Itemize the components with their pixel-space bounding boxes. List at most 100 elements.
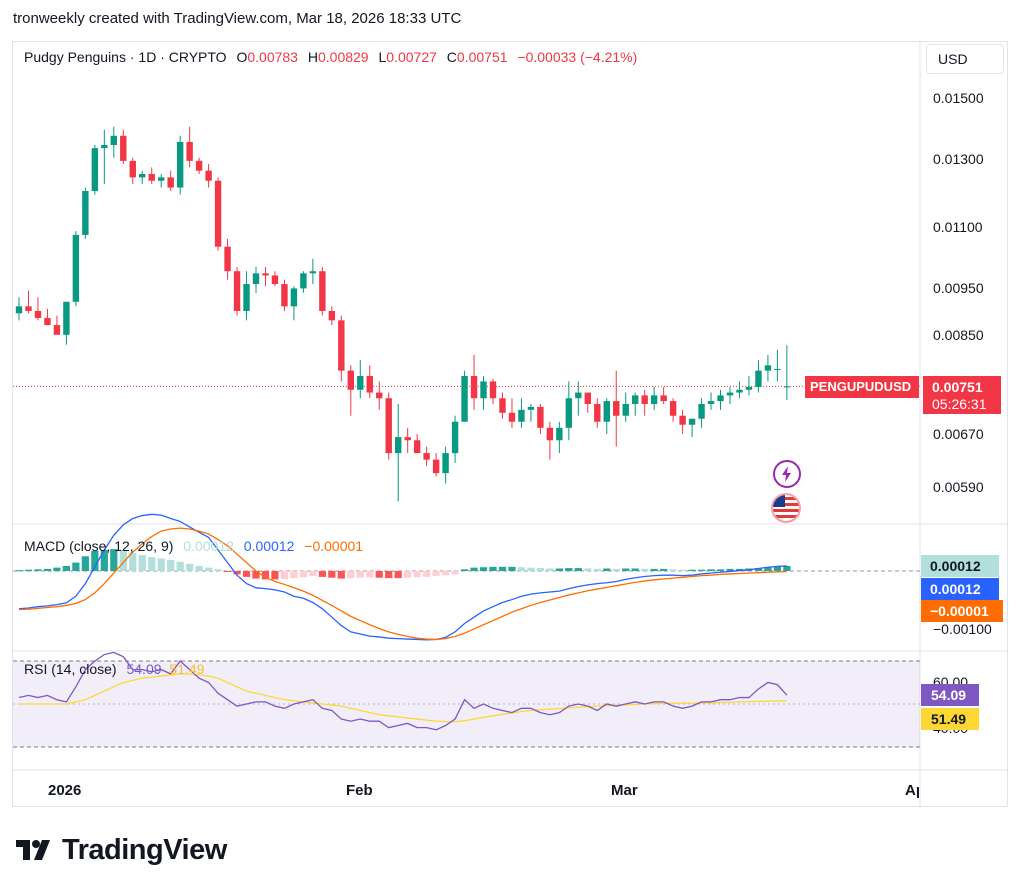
price-axis-label: 0.00850 (933, 327, 984, 343)
close-value: 0.00751 (456, 49, 508, 65)
us-flag-icon[interactable] (771, 493, 801, 523)
tradingview-logo[interactable]: TradingView (16, 832, 227, 868)
macd-histogram-bar (660, 568, 668, 571)
logo-text: TradingView (62, 833, 227, 866)
macd-histogram-bar (271, 571, 279, 580)
price-axis-label: 0.00670 (933, 426, 984, 442)
macd-histogram-bar (764, 567, 772, 571)
macd-axis-label: −0.00100 (933, 621, 992, 637)
macd-histogram-bar (546, 568, 554, 571)
price-tag-countdown: 05:26:31 (932, 396, 987, 412)
candle-body (679, 415, 686, 425)
candle-body (432, 459, 440, 474)
time-axis-label: 2026 (48, 782, 82, 799)
symbol-line: Pudgy Penguins · 1D · CRYPTO (24, 49, 227, 65)
macd-histogram-bar (385, 571, 393, 579)
candle-body (603, 401, 610, 422)
macd-histogram-bar (233, 571, 241, 575)
candle-body (413, 440, 421, 454)
candle-body (347, 370, 354, 390)
macd-histogram-bar (138, 555, 146, 571)
candle-body (518, 409, 525, 422)
rsi-line (18, 651, 788, 731)
macd-histogram-bar (413, 571, 421, 578)
currency-button[interactable]: USD (926, 44, 1004, 74)
lightning-icon[interactable] (773, 460, 801, 488)
close-key: C (446, 49, 457, 65)
macd-histogram-bar (536, 568, 544, 571)
macd-histogram-bar (697, 569, 706, 571)
macd-histogram-bar (593, 568, 601, 571)
candle-body (262, 273, 269, 276)
macd-histogram-bar (631, 568, 639, 571)
macd-title: MACD (close, 12, 26, 9) (24, 538, 174, 554)
candle-body (385, 398, 392, 454)
macd-histogram-bar (650, 568, 658, 571)
candle-body (186, 141, 193, 161)
candle-body (91, 148, 99, 192)
low-key: L (378, 49, 387, 65)
candle-body (281, 284, 288, 307)
candle-body (717, 395, 724, 402)
candle-body (783, 386, 791, 388)
rsi-ma-tag: 51.49 (921, 708, 979, 730)
candle-body (243, 284, 250, 311)
candle-body (632, 395, 639, 404)
candle-body (366, 375, 373, 393)
candle-body (328, 310, 336, 321)
candle-body (357, 375, 364, 390)
tradingview-logo-icon (16, 840, 50, 860)
macd-line-tag: 0.00012 (921, 578, 999, 600)
macd-histogram-bar (261, 571, 270, 580)
price-axis-label: 0.01500 (933, 90, 984, 106)
macd-histogram-bar (404, 571, 412, 578)
candle-body (527, 406, 535, 410)
macd-histogram-bar (508, 566, 516, 571)
candle-body (669, 401, 677, 416)
candle-body (546, 427, 554, 441)
candle-body (15, 306, 23, 314)
macd-histogram-bar (783, 565, 791, 571)
macd-histogram-bar (394, 571, 402, 579)
candle-body (736, 389, 743, 393)
candle-body (319, 271, 326, 311)
candle-body (195, 160, 203, 171)
macd-histogram-bar (110, 549, 118, 571)
macd-histogram-bar (72, 562, 80, 571)
candle-body (650, 395, 658, 404)
candle-body (745, 386, 753, 390)
candle-body (139, 174, 146, 178)
candle-body (594, 403, 601, 422)
macd-histogram-bar (517, 567, 526, 571)
macd-hist-value: 0.00012 (183, 538, 234, 554)
open-value: 0.00783 (247, 49, 298, 65)
candle-body (726, 392, 734, 396)
macd-histogram-bar (555, 568, 563, 571)
macd-histogram-bar (309, 571, 317, 577)
macd-histogram-bar (612, 568, 620, 571)
candle-body (214, 180, 222, 247)
macd-histogram-bar (195, 565, 203, 571)
open-key: O (236, 49, 248, 65)
candle-body (442, 453, 449, 474)
time-axis-label: Feb (346, 782, 373, 799)
candle-body (110, 135, 117, 146)
rsi-ma-line (19, 673, 787, 723)
candle-body (290, 288, 298, 307)
candle-body (309, 271, 317, 274)
macd-histogram-bar (252, 571, 260, 579)
candle-body (565, 398, 573, 428)
candle-body (376, 392, 383, 399)
price-tag-value: 0.00751 (932, 379, 983, 395)
macd-histogram-bar (100, 550, 108, 571)
macd-histogram-bar (641, 568, 649, 571)
macd-histogram-bar (773, 566, 781, 571)
candle-body (461, 375, 468, 422)
candle-body (158, 177, 165, 181)
macd-histogram-bar (460, 569, 469, 571)
macd-histogram-bar (205, 567, 213, 571)
price-tag: 0.00751 05:26:31 (923, 376, 1001, 414)
rsi-value: 54.09 (126, 661, 162, 677)
macd-histogram-bar (754, 568, 763, 571)
